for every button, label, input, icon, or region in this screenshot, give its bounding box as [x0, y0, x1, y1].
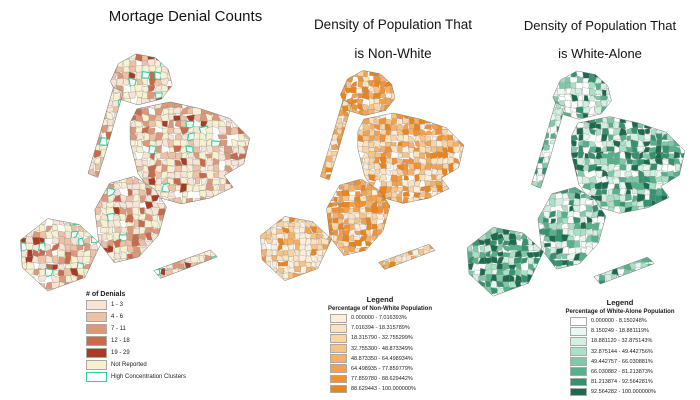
legend-label: Not Reported [111, 362, 147, 368]
legend-item: 66.030882 - 81.213873% [570, 367, 684, 376]
legend-swatch [330, 354, 347, 363]
legend-item: Not Reported [86, 360, 216, 370]
legend-denial-counts: # of Denials 1 - 3 4 - 6 7 - 11 12 - 18 19 -… [86, 291, 216, 384]
legend-label: 66.030882 - 81.213873% [591, 368, 653, 375]
title-line: Density of Population That [313, 17, 473, 32]
legend-swatch [570, 377, 587, 387]
choropleth-map-nonwhite [260, 70, 465, 281]
legend-swatch [86, 300, 107, 310]
legend-nonwhite: Legend Percentage of Non-White Populatio… [316, 295, 444, 395]
legend-label: 7.016394 - 18.315789% [351, 325, 410, 332]
legend-title: # of Denials [86, 291, 126, 298]
legend-swatch [570, 367, 587, 376]
legend-label: 48.873350 - 64.498934% [351, 355, 413, 362]
legend-title: Legend [606, 298, 634, 307]
legend-item: 81.213874 - 92.564281% [570, 377, 684, 387]
legend-item: 18.315790 - 32.755299% [330, 334, 444, 343]
legend-item: 32.875144 - 49.442756% [570, 347, 684, 356]
legend-item: 4 - 6 [86, 312, 216, 322]
legend-item: 92.564282 - 100.000000% [570, 387, 684, 397]
legend-label: 32.875144 - 49.442756% [591, 348, 653, 355]
map-title-denial-counts: Mortage Denial Counts [58, 8, 313, 25]
choropleth-map-denial-counts [20, 53, 250, 292]
title-line: Mortage Denial Counts [108, 8, 263, 25]
title-line: is Non-White [354, 46, 432, 61]
legend-title: Legend [366, 295, 394, 304]
legend-label: 32.755300 - 48.873349% [351, 345, 413, 352]
legend-swatch [330, 374, 347, 384]
legend-swatch [86, 348, 107, 358]
legend-swatch [570, 347, 587, 356]
legend-swatch [570, 327, 587, 336]
legend-item: 19 - 29 [86, 348, 216, 358]
legend-items: 0.000000 - 8.150248% 8.150249 - 18.881119… [556, 317, 684, 397]
legend-item: 0.000000 - 7.016393% [330, 314, 444, 323]
legend-label: 12 - 18 [111, 338, 130, 344]
legend-item: 64.498935 - 77.859779% [330, 364, 444, 373]
legend-swatch [570, 387, 587, 397]
legend-swatch [330, 344, 347, 353]
map-title-nonwhite-density: Density of Population That is Non-White [286, 10, 500, 68]
legend-item: High Concentration Clusters [86, 372, 216, 382]
title-line: is White-Alone [558, 46, 642, 61]
legend-item: 7.016394 - 18.315789% [330, 324, 444, 333]
choropleth-map-white-alone [466, 70, 686, 297]
legend-label: 81.213874 - 92.564281% [591, 378, 653, 385]
legend-label: 0.000000 - 8.150248% [591, 318, 647, 325]
legend-item: 12 - 18 [86, 336, 216, 346]
legend-label: 7 - 11 [111, 326, 126, 332]
legend-item: 88.629443 - 100.000000% [330, 384, 444, 394]
legend-swatch [570, 357, 587, 366]
legend-subtitle: Percentage of White-Alone Population [565, 309, 675, 315]
legend-label: 64.498935 - 77.859779% [351, 365, 413, 372]
legend-label: 92.564282 - 100.000000% [591, 388, 656, 395]
legend-item: 18.881120 - 32.875143% [570, 337, 684, 346]
legend-items: 1 - 3 4 - 6 7 - 11 12 - 18 19 - 29 Not Report… [86, 300, 216, 382]
legend-item: 48.873350 - 64.498934% [330, 354, 444, 363]
legend-subtitle: Percentage of Non-White Population [327, 306, 432, 312]
legend-item: 8.150249 - 18.881119% [570, 327, 684, 336]
legend-swatch [330, 384, 347, 394]
legend-label: 1 - 3 [111, 302, 124, 308]
legend-label: 49.442757 - 66.030881% [591, 358, 653, 365]
legend-swatch [570, 317, 587, 326]
legend-items: 0.000000 - 7.016393% 7.016394 - 18.315789… [316, 314, 444, 394]
title-line: Density of Population That [523, 18, 677, 33]
legend-label: 4 - 6 [111, 314, 124, 320]
map-title-white-alone-density: Density of Population That is White-Alon… [498, 12, 700, 68]
legend-swatch [570, 337, 587, 346]
legend-swatch [86, 372, 107, 382]
legend-white-alone: Legend Percentage of White-Alone Populat… [556, 298, 684, 398]
legend-item: 77.859780 - 88.629442% [330, 374, 444, 384]
legend-label: 18.881120 - 32.875143% [591, 338, 653, 345]
legend-label: 0.000000 - 7.016393% [351, 315, 407, 322]
legend-swatch [330, 314, 347, 323]
legend-item: 0.000000 - 8.150248% [570, 317, 684, 326]
legend-label: 18.315790 - 32.755299% [351, 335, 413, 342]
legend-label: 88.629443 - 100.000000% [351, 385, 416, 392]
legend-swatch [330, 364, 347, 373]
legend-label: High Concentration Clusters [111, 374, 187, 380]
legend-item: 7 - 11 [86, 324, 216, 334]
legend-label: 19 - 29 [111, 350, 130, 356]
legend-item: 49.442757 - 66.030881% [570, 357, 684, 366]
legend-swatch [86, 360, 107, 370]
legend-label: 77.859780 - 88.629442% [351, 375, 413, 382]
legend-swatch [86, 312, 107, 322]
legend-swatch [86, 336, 107, 346]
legend-swatch [330, 334, 347, 343]
legend-label: 8.150249 - 18.881119% [591, 328, 649, 335]
legend-item: 32.755300 - 48.873349% [330, 344, 444, 353]
legend-swatch [86, 324, 107, 334]
legend-item: 1 - 3 [86, 300, 216, 310]
legend-swatch [330, 324, 347, 333]
